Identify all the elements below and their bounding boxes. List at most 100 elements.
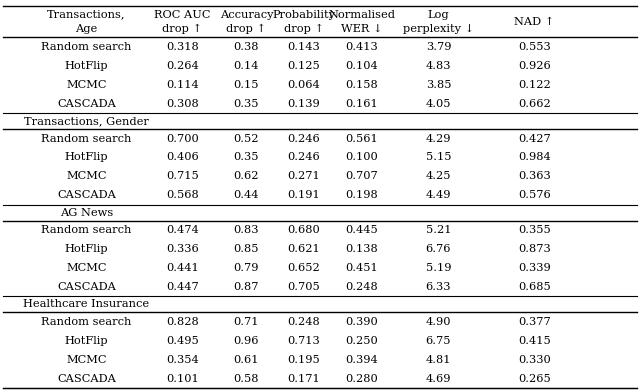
Text: MCMC: MCMC — [66, 80, 107, 90]
Text: 0.441: 0.441 — [166, 263, 199, 273]
Text: 0.38: 0.38 — [234, 42, 259, 52]
Text: 0.445: 0.445 — [345, 225, 378, 235]
Text: HotFlip: HotFlip — [65, 61, 108, 71]
Text: 0.662: 0.662 — [518, 99, 551, 109]
Text: 0.553: 0.553 — [518, 42, 551, 52]
Text: 0.52: 0.52 — [234, 134, 259, 143]
Text: Transactions,: Transactions, — [47, 10, 125, 20]
Text: 0.427: 0.427 — [518, 134, 551, 143]
Text: 4.69: 4.69 — [426, 374, 451, 384]
Text: 0.15: 0.15 — [234, 80, 259, 90]
Text: 0.280: 0.280 — [345, 374, 378, 384]
Text: 0.271: 0.271 — [287, 171, 321, 181]
Text: 0.984: 0.984 — [518, 152, 551, 162]
Text: Random search: Random search — [41, 317, 132, 327]
Text: HotFlip: HotFlip — [65, 336, 108, 346]
Text: 0.354: 0.354 — [166, 355, 199, 365]
Text: 4.05: 4.05 — [426, 99, 451, 109]
Text: 0.415: 0.415 — [518, 336, 551, 346]
Text: 0.158: 0.158 — [345, 80, 378, 90]
Text: CASCADA: CASCADA — [57, 374, 116, 384]
Text: Random search: Random search — [41, 134, 132, 143]
Text: 0.161: 0.161 — [345, 99, 378, 109]
Text: 0.85: 0.85 — [234, 244, 259, 254]
Text: 0.248: 0.248 — [287, 317, 321, 327]
Text: 0.652: 0.652 — [287, 263, 321, 273]
Text: AG News: AG News — [60, 208, 113, 218]
Text: 0.248: 0.248 — [345, 282, 378, 292]
Text: 4.29: 4.29 — [426, 134, 451, 143]
Text: CASCADA: CASCADA — [57, 99, 116, 109]
Text: 0.330: 0.330 — [518, 355, 551, 365]
Text: 0.198: 0.198 — [345, 191, 378, 200]
Text: HotFlip: HotFlip — [65, 244, 108, 254]
Text: 0.621: 0.621 — [287, 244, 321, 254]
Text: 5.21: 5.21 — [426, 225, 451, 235]
Text: 4.83: 4.83 — [426, 61, 451, 71]
Text: 0.83: 0.83 — [234, 225, 259, 235]
Text: 0.100: 0.100 — [345, 152, 378, 162]
Text: 5.19: 5.19 — [426, 263, 451, 273]
Text: 0.474: 0.474 — [166, 225, 199, 235]
Text: 0.139: 0.139 — [287, 99, 321, 109]
Text: 0.35: 0.35 — [234, 99, 259, 109]
Text: Random search: Random search — [41, 42, 132, 52]
Text: 0.138: 0.138 — [345, 244, 378, 254]
Text: MCMC: MCMC — [66, 355, 107, 365]
Text: Transactions, Gender: Transactions, Gender — [24, 116, 149, 126]
Text: 0.104: 0.104 — [345, 61, 378, 71]
Text: 0.713: 0.713 — [287, 336, 321, 346]
Text: 0.336: 0.336 — [166, 244, 199, 254]
Text: 0.61: 0.61 — [234, 355, 259, 365]
Text: 0.705: 0.705 — [287, 282, 321, 292]
Text: 0.451: 0.451 — [345, 263, 378, 273]
Text: 0.250: 0.250 — [345, 336, 378, 346]
Text: Healthcare Insurance: Healthcare Insurance — [23, 299, 150, 309]
Text: 3.79: 3.79 — [426, 42, 451, 52]
Text: 0.873: 0.873 — [518, 244, 551, 254]
Text: CASCADA: CASCADA — [57, 282, 116, 292]
Text: 0.125: 0.125 — [287, 61, 321, 71]
Text: 0.171: 0.171 — [287, 374, 321, 384]
Text: 0.87: 0.87 — [234, 282, 259, 292]
Text: NAD ↑: NAD ↑ — [515, 16, 554, 27]
Text: 0.685: 0.685 — [518, 282, 551, 292]
Text: 0.377: 0.377 — [518, 317, 551, 327]
Text: 0.406: 0.406 — [166, 152, 199, 162]
Text: 0.35: 0.35 — [234, 152, 259, 162]
Text: 6.76: 6.76 — [426, 244, 451, 254]
Text: 0.355: 0.355 — [518, 225, 551, 235]
Text: 0.394: 0.394 — [345, 355, 378, 365]
Text: 0.246: 0.246 — [287, 152, 321, 162]
Text: 0.96: 0.96 — [234, 336, 259, 346]
Text: Normalised: Normalised — [328, 10, 395, 20]
Text: 0.339: 0.339 — [518, 263, 551, 273]
Text: perplexity ↓: perplexity ↓ — [403, 24, 474, 34]
Text: 0.390: 0.390 — [345, 317, 378, 327]
Text: 4.81: 4.81 — [426, 355, 451, 365]
Text: 6.33: 6.33 — [426, 282, 451, 292]
Text: 0.064: 0.064 — [287, 80, 321, 90]
Text: 0.700: 0.700 — [166, 134, 199, 143]
Text: CASCADA: CASCADA — [57, 191, 116, 200]
Text: 0.195: 0.195 — [287, 355, 321, 365]
Text: 0.568: 0.568 — [166, 191, 199, 200]
Text: 0.828: 0.828 — [166, 317, 199, 327]
Text: 4.25: 4.25 — [426, 171, 451, 181]
Text: 0.79: 0.79 — [234, 263, 259, 273]
Text: 0.143: 0.143 — [287, 42, 321, 52]
Text: Probability: Probability — [273, 10, 335, 20]
Text: 0.715: 0.715 — [166, 171, 199, 181]
Text: 0.114: 0.114 — [166, 80, 199, 90]
Text: 0.926: 0.926 — [518, 61, 551, 71]
Text: 0.58: 0.58 — [234, 374, 259, 384]
Text: 0.71: 0.71 — [234, 317, 259, 327]
Text: MCMC: MCMC — [66, 263, 107, 273]
Text: Random search: Random search — [41, 225, 132, 235]
Text: drop ↑: drop ↑ — [284, 24, 324, 34]
Text: 0.308: 0.308 — [166, 99, 199, 109]
Text: 0.447: 0.447 — [166, 282, 199, 292]
Text: 0.363: 0.363 — [518, 171, 551, 181]
Text: 0.413: 0.413 — [345, 42, 378, 52]
Text: Log: Log — [428, 10, 449, 20]
